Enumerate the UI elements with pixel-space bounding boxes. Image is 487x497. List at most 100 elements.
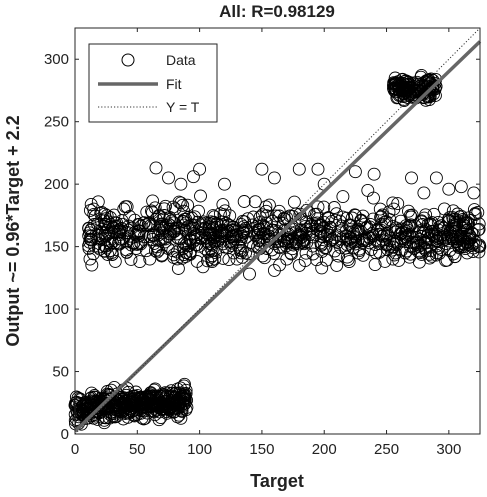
- data-point: [388, 71, 402, 85]
- data-point: [162, 217, 175, 231]
- data-point: [186, 170, 200, 184]
- data-point: [147, 383, 161, 397]
- data-point: [166, 244, 180, 258]
- data-point: [272, 209, 286, 223]
- data-point: [360, 234, 374, 248]
- data-point: [120, 200, 134, 214]
- data-point: [432, 241, 445, 255]
- data-point: [95, 206, 109, 219]
- data-point: [70, 395, 84, 409]
- data-point: [373, 227, 387, 241]
- data-point: [255, 208, 269, 222]
- data-point: [247, 239, 261, 253]
- data-point: [417, 186, 431, 200]
- data-point: [151, 228, 165, 242]
- data-point: [161, 400, 175, 414]
- x-axis-label: Target: [250, 471, 304, 491]
- data-point: [210, 234, 224, 248]
- data-point: [205, 217, 219, 231]
- data-point: [248, 195, 262, 209]
- data-point: [149, 212, 163, 226]
- data-point: [259, 204, 273, 218]
- x-tick-label: 0: [71, 441, 79, 458]
- data-point: [174, 177, 188, 191]
- data-point: [184, 244, 198, 258]
- data-point: [267, 246, 281, 260]
- data-point: [146, 228, 160, 242]
- data-point: [311, 162, 325, 176]
- data-point: [155, 248, 169, 262]
- data-point: [206, 209, 220, 223]
- data-point: [163, 219, 177, 233]
- data-point: [177, 248, 191, 262]
- data-point: [383, 239, 397, 253]
- data-point: [205, 255, 219, 269]
- reference-lines: [73, 27, 482, 435]
- data-point: [437, 221, 451, 235]
- data-point: [205, 249, 219, 263]
- data-point: [128, 409, 141, 423]
- data-point: [222, 253, 236, 267]
- data-point: [427, 207, 441, 221]
- data-point: [171, 262, 185, 275]
- data-point: [84, 233, 98, 247]
- data-point: [155, 402, 169, 416]
- data-point: [284, 247, 298, 261]
- data-point: [310, 253, 324, 267]
- legend-data-label: Data: [166, 52, 196, 68]
- data-point: [356, 248, 370, 262]
- data-point: [216, 215, 230, 229]
- data-point: [429, 80, 443, 94]
- data-point: [429, 171, 443, 185]
- data-point: [262, 198, 276, 212]
- data-point: [412, 255, 426, 269]
- data-point: [185, 211, 199, 225]
- data-point: [255, 162, 269, 176]
- data-point: [336, 190, 350, 204]
- data-point: [181, 198, 195, 212]
- data-point: [390, 236, 404, 250]
- data-point: [450, 234, 463, 248]
- data-point: [440, 253, 454, 267]
- data-point: [405, 208, 419, 222]
- data-point: [141, 217, 155, 231]
- data-point: [442, 182, 456, 196]
- data-point: [331, 236, 344, 249]
- data-point: [446, 219, 460, 233]
- data-point: [238, 215, 252, 229]
- legend-identity-label: Y = T: [166, 99, 200, 115]
- data-point: [262, 229, 276, 243]
- data-point: [115, 392, 129, 406]
- data-point: [176, 198, 190, 212]
- data-point: [294, 231, 308, 245]
- data-point: [466, 227, 480, 241]
- data-point: [349, 234, 363, 248]
- data-point: [177, 387, 191, 401]
- data-point: [416, 218, 429, 231]
- data-point: [125, 395, 139, 409]
- data-point: [148, 382, 162, 396]
- data-point: [227, 246, 241, 260]
- data-point: [448, 212, 462, 226]
- x-tick-label: 50: [129, 441, 146, 458]
- data-point: [380, 238, 394, 252]
- data-point: [159, 199, 172, 213]
- data-point: [78, 396, 92, 409]
- data-point: [260, 242, 274, 255]
- data-point: [425, 249, 439, 263]
- data-point: [93, 242, 107, 256]
- data-point: [471, 223, 485, 237]
- data-point: [199, 216, 213, 230]
- data-point: [318, 241, 332, 255]
- data-point: [216, 198, 230, 212]
- data-point: [194, 218, 208, 232]
- data-point: [145, 204, 158, 218]
- data-point: [416, 86, 430, 100]
- data-point: [226, 230, 239, 243]
- data-point: [105, 410, 119, 424]
- data-point: [237, 195, 251, 208]
- data-point: [179, 403, 193, 417]
- data-point: [133, 255, 147, 269]
- data-point: [170, 252, 184, 266]
